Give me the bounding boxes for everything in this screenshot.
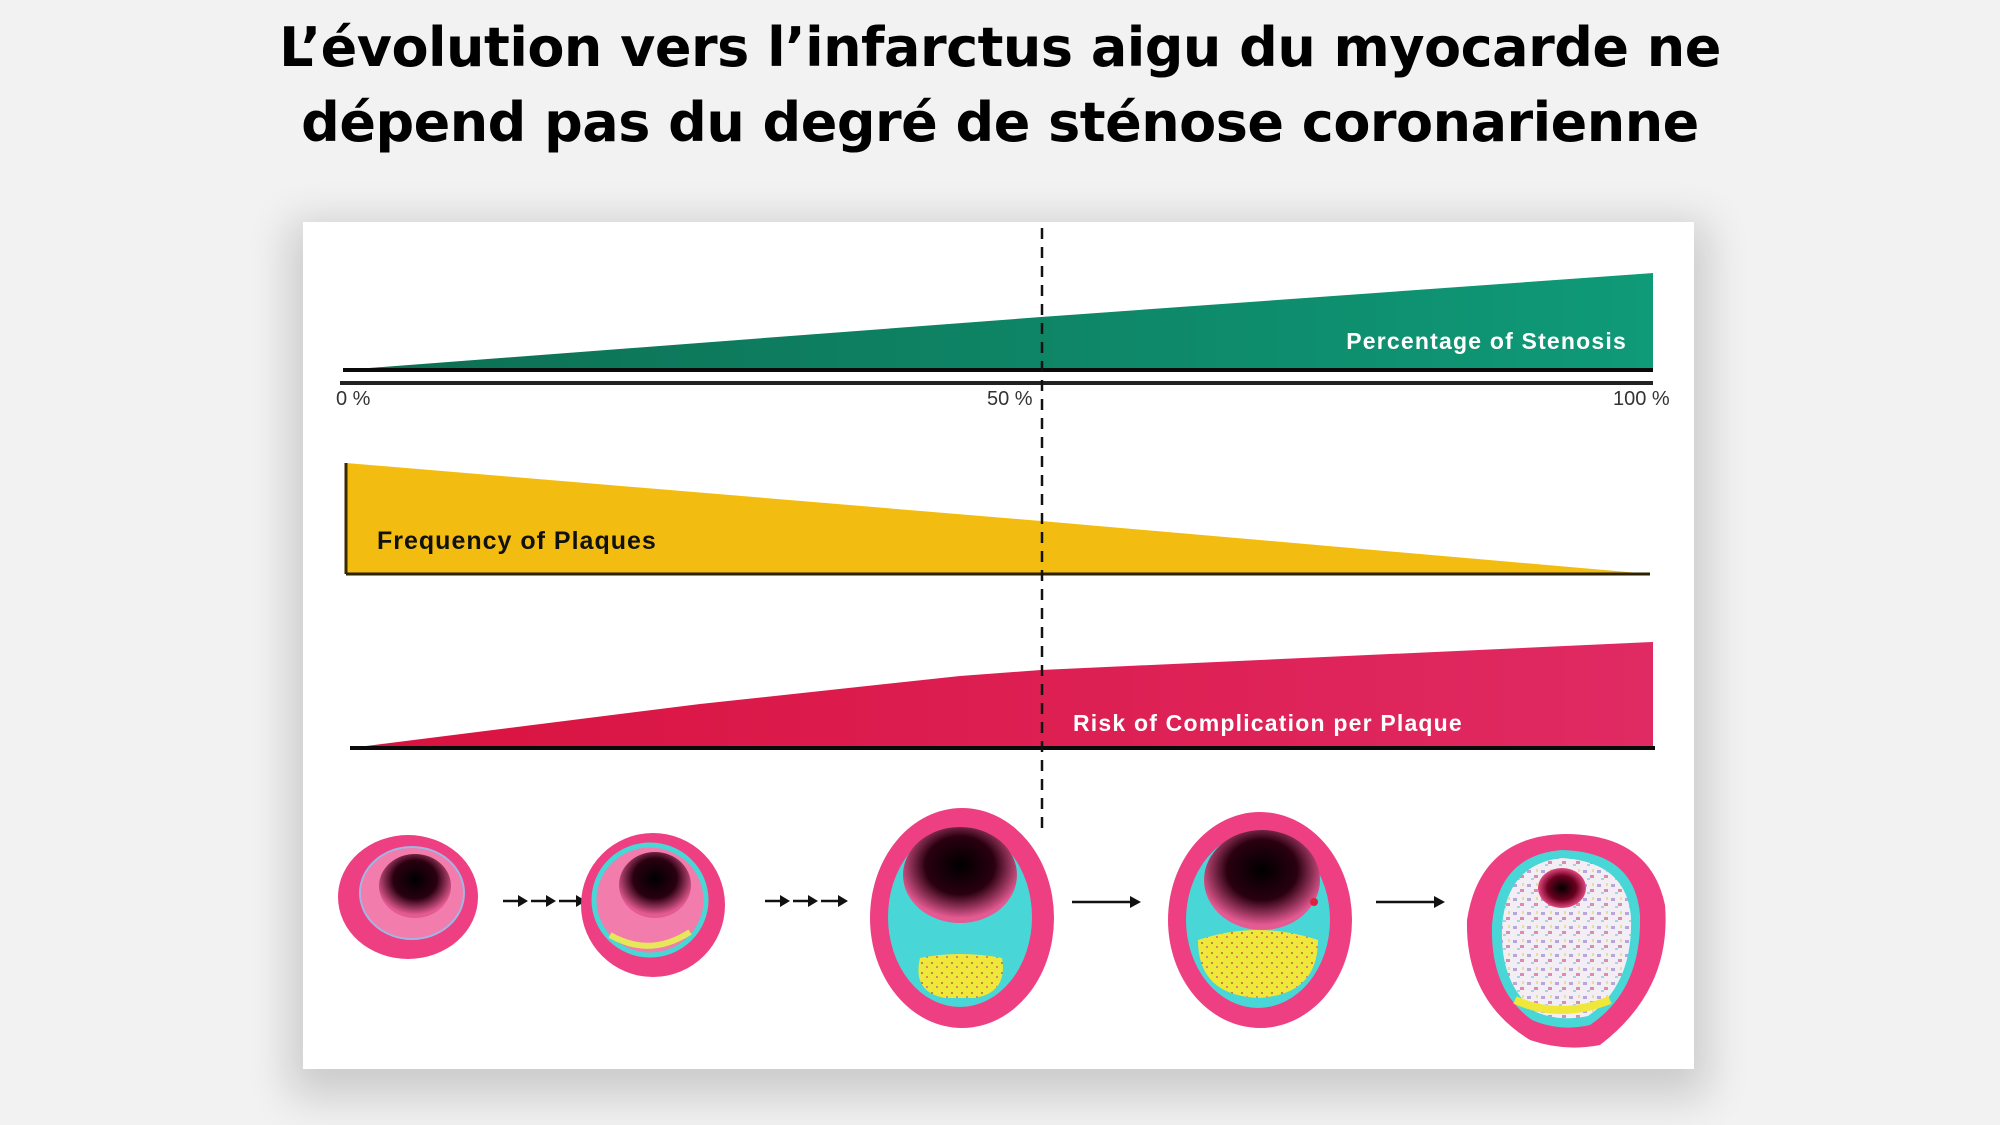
risk-area [350,642,1653,748]
stenosis-label: Percentage of Stenosis [1346,328,1627,354]
stenosis-band: Percentage of Stenosis [343,273,1653,372]
risk-band: Risk of Complication per Plaque [350,642,1655,750]
stenosis-axis: 0 % 50 % 100 % [336,381,1670,410]
artery-cross-section-4 [1168,812,1352,1028]
axis-tick-50: 50 % [987,388,1033,410]
dashed-arrow-icon [765,895,848,907]
artery-cross-section-3 [870,808,1054,1028]
artery-cross-section-2 [581,833,725,977]
dashed-arrow-icon [503,895,586,907]
frequency-band: Frequency of Plaques [344,463,1650,576]
arrow-icon [1072,896,1141,908]
slide-title: L’évolution vers l’infarctus aigu du myo… [0,10,2000,160]
frequency-area [346,463,1650,574]
axis-tick-100: 100 % [1613,388,1670,410]
title-line-1: L’évolution vers l’infarctus aigu du myo… [279,16,1721,79]
artery-cross-section-1 [338,835,478,959]
arrow-icon [1376,896,1445,908]
axis-tick-0: 0 % [336,388,371,410]
title-line-2: dépend pas du degré de sténose coronarie… [301,91,1699,154]
risk-label: Risk of Complication per Plaque [1073,710,1463,736]
stenosis-area [343,273,1653,370]
frequency-label: Frequency of Plaques [377,527,657,555]
artery-cross-section-5 [1466,834,1666,1048]
